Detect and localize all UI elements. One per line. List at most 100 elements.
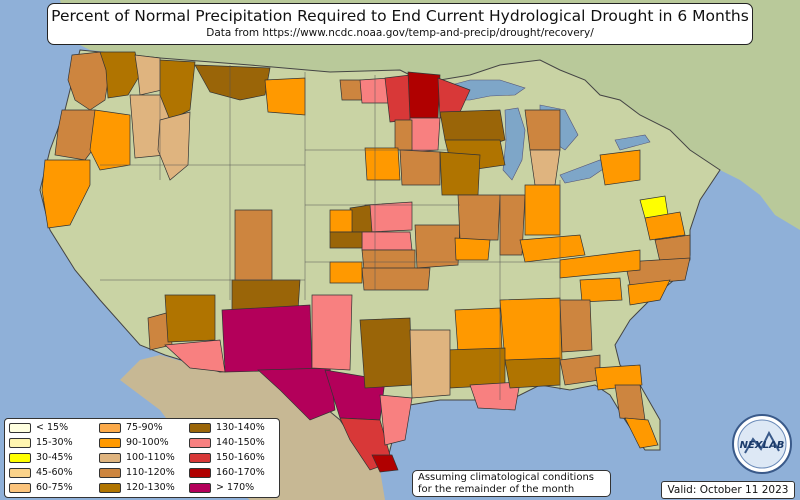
legend-item: 150-160%: [189, 451, 265, 464]
region-ia-east: [439, 151, 481, 196]
region-mn-central: [384, 74, 413, 123]
region-tx-coast: [379, 394, 413, 446]
region-nm: [221, 304, 313, 373]
region-wa-inland: [134, 54, 163, 96]
legend-swatch: [189, 467, 211, 478]
map-title: Percent of Normal Precipitation Required…: [51, 7, 749, 25]
legend-swatch: [9, 467, 31, 478]
legend-item: 120-130%: [99, 481, 175, 494]
legend-item: 30-45%: [9, 451, 73, 464]
legend-swatch: [189, 482, 211, 493]
legend-swatch: [189, 452, 211, 463]
legend-label: 90-100%: [126, 437, 169, 448]
legend-swatch: [99, 482, 121, 493]
legend-item: 160-170%: [189, 466, 265, 479]
region-oh: [524, 184, 561, 236]
region-nc-north: [654, 234, 691, 263]
legend-swatch: [99, 437, 121, 448]
legend-swatch: [9, 482, 31, 493]
legend-swatch: [99, 452, 121, 463]
region-ok-central: [361, 267, 431, 291]
region-tx-tip: [371, 454, 399, 473]
legend-item: 45-60%: [9, 466, 73, 479]
region-ms-al: [499, 297, 563, 363]
map-subtitle: Data from https://www.ncdc.noaa.gov/temp…: [206, 27, 594, 39]
region-mt-west: [194, 64, 271, 101]
legend-label: 100-110%: [126, 452, 175, 463]
region-ks-west: [329, 231, 363, 249]
region-ne-west: [349, 204, 373, 233]
legend-label: > 170%: [216, 482, 255, 493]
region-co-west: [234, 209, 273, 281]
region-wa-east: [99, 51, 141, 99]
valid-date: Valid: October 11 2023: [661, 481, 795, 499]
legend-item: 90-100%: [99, 436, 169, 449]
legend-label: < 15%: [36, 422, 69, 433]
legend-label: 130-140%: [216, 422, 265, 433]
drought-regions: [41, 51, 691, 473]
legend-label: 15-30%: [36, 437, 73, 448]
region-tx-panhandle: [311, 294, 353, 371]
region-mo-east: [454, 237, 491, 261]
region-mi-lower: [529, 149, 561, 186]
state-boundaries: [100, 58, 561, 400]
region-mi-upper: [524, 109, 561, 151]
nexlab-logo: NEXLAB: [732, 414, 792, 474]
lake-michigan: [502, 107, 526, 181]
legend-item: < 15%: [9, 421, 68, 434]
region-mn-south: [409, 117, 441, 153]
legend-item: 130-140%: [189, 421, 265, 434]
region-la-south: [444, 347, 506, 389]
legend-item: > 170%: [189, 481, 254, 494]
logo-text: NEXLAB: [740, 440, 785, 451]
region-la-north: [454, 307, 503, 353]
legend-label: 140-150%: [216, 437, 265, 448]
region-ga-south: [559, 354, 601, 386]
region-ga-north: [579, 277, 623, 303]
legend-swatch: [9, 437, 31, 448]
region-ny-west: [599, 149, 641, 186]
region-mt-central: [264, 77, 306, 116]
region-il: [457, 194, 501, 241]
region-sd-east: [364, 147, 401, 181]
legend-label: 110-120%: [126, 467, 175, 478]
legend-item: 15-30%: [9, 436, 73, 449]
region-fl-south: [624, 417, 659, 449]
climatology-note: Assuming climatological conditions for t…: [412, 470, 611, 497]
legend-swatch: [99, 422, 121, 433]
legend-label: 45-60%: [36, 467, 73, 478]
region-ks-north: [361, 231, 413, 251]
legend-label: 120-130%: [126, 482, 175, 493]
legend-swatch: [9, 422, 31, 433]
legend-item: 110-120%: [99, 466, 175, 479]
region-fl-north: [594, 364, 643, 391]
region-la-coast: [469, 381, 521, 411]
legend-label: 75-90%: [126, 422, 163, 433]
legend-item: 100-110%: [99, 451, 175, 464]
region-al-east: [559, 299, 593, 353]
legend-label: 160-170%: [216, 467, 265, 478]
legend-item: 140-150%: [189, 436, 265, 449]
region-sc: [627, 279, 671, 306]
region-ok-west: [329, 261, 363, 284]
region-ca-north-coast: [41, 159, 91, 229]
legend-item: 75-90%: [99, 421, 163, 434]
region-ne-central: [364, 201, 413, 233]
region-ia-west: [399, 149, 441, 186]
legend-label: 60-75%: [36, 482, 73, 493]
region-az-north: [164, 294, 216, 343]
region-tx-east: [409, 329, 451, 399]
legend: < 15% 15-30% 30-45% 45-60% 60-75% 75-90% 90-10…: [4, 418, 280, 498]
region-ne-far-west: [329, 209, 353, 233]
region-mo-west: [414, 224, 461, 269]
lake-ontario: [614, 134, 651, 151]
legend-swatch: [189, 437, 211, 448]
region-ks-south: [361, 249, 416, 271]
region-or-central: [89, 109, 131, 171]
region-fl-mid: [614, 384, 646, 421]
canada-land: [60, 0, 800, 230]
region-mn-west-strip: [394, 119, 413, 151]
region-va-east: [644, 211, 686, 241]
lake-erie: [559, 159, 613, 184]
